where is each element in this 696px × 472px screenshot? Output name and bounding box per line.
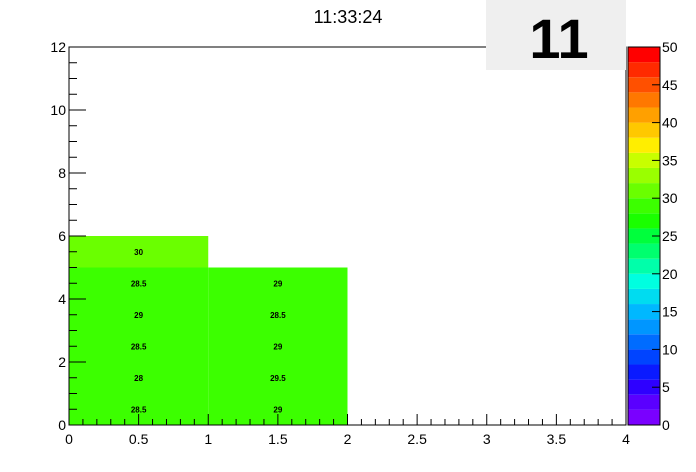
colorbar-tick-label: 45 (662, 77, 678, 93)
cell-value-label: 29.5 (270, 374, 286, 383)
cell-value-label: 30 (134, 248, 143, 257)
x-tick-label: 2.5 (407, 431, 427, 447)
color-scale-bar: 0 5 10 15 20 25 30 35 40 45 50 (627, 39, 678, 433)
badge: 11 (486, 0, 626, 70)
y-tick-label: 8 (58, 165, 66, 181)
colorbar-tick-label: 20 (662, 266, 678, 282)
colorbar-tick-label: 10 (662, 341, 678, 357)
colorbar-swatch (628, 379, 660, 395)
cell-value-label: 28.5 (131, 405, 147, 414)
cell-value-label: 28.5 (131, 279, 147, 288)
colorbar-swatch (628, 122, 660, 138)
colorbar-swatch (628, 183, 660, 199)
y-tick-label: 0 (58, 417, 66, 433)
x-tick-label: 3.5 (547, 431, 567, 447)
colorbar-tick-label: 35 (662, 152, 678, 168)
y-tick-label: 6 (58, 228, 66, 244)
badge-background (486, 0, 626, 70)
colorbar-swatch (628, 77, 660, 93)
colorbar-swatch (628, 213, 660, 229)
cell-value-label: 29 (273, 279, 282, 288)
colorbar-swatch (628, 334, 660, 350)
colorbar-swatch (628, 137, 660, 153)
colorbar-swatch (628, 288, 660, 305)
colorbar-tick-label: 0 (662, 417, 670, 433)
colorbar-swatch (628, 258, 660, 274)
cell-value-label: 28.5 (131, 342, 147, 351)
heatmap-cell (69, 236, 209, 268)
y-tick-label: 2 (58, 354, 66, 370)
colorbar-tick-label: 50 (662, 39, 678, 55)
colorbar-swatch (628, 409, 660, 425)
badge-number: 11 (529, 7, 588, 70)
cell-value-label: 28.5 (270, 311, 286, 320)
colorbar-tick-label: 5 (662, 379, 670, 395)
colorbar-swatch (628, 62, 660, 78)
x-tick-label: 0 (65, 431, 73, 447)
colorbar-swatch (628, 394, 660, 410)
x-tick-label: 3 (483, 431, 491, 447)
colorbar-tick-label: 25 (662, 228, 678, 244)
chart-title: 11:33:24 (314, 7, 383, 27)
heatmap-cell (208, 299, 348, 331)
x-tick-label: 4 (622, 431, 630, 447)
x-tick-label: 1 (204, 431, 212, 447)
colorbar-swatch (628, 107, 660, 123)
colorbar-swatch (628, 304, 660, 320)
heatmap-cell (208, 362, 348, 394)
colorbar-swatch (628, 228, 660, 244)
colorbar-tick-label: 30 (662, 190, 678, 206)
x-tick-label: 0.5 (129, 431, 149, 447)
colorbar-swatch (628, 349, 660, 365)
heatmap-cell (69, 362, 209, 394)
colorbar-swatch (628, 92, 660, 108)
cell-value-label: 29 (273, 405, 282, 414)
cell-value-label: 29 (273, 342, 282, 351)
cell-value-label: 29 (134, 311, 143, 320)
colorbar-tick-label: 40 (662, 115, 678, 131)
colorbar-swatch (628, 167, 660, 184)
x-tick-label: 2 (344, 431, 352, 447)
heatmap-cells: 28.5 29 28 29.5 28.5 29 29 28.5 28.5 29 30 (69, 236, 348, 425)
y-tick-label: 12 (50, 39, 66, 55)
colorbar-swatch (628, 47, 660, 63)
heatmap-cell (69, 267, 209, 299)
heatmap-cell (208, 330, 348, 362)
y-tick-label: 4 (58, 291, 66, 307)
y-tick-label: 10 (50, 102, 66, 118)
colorbar-swatch (628, 243, 660, 259)
heatmap-cell (69, 299, 209, 331)
heatmap-cell (69, 330, 209, 362)
colorbar-swatch (628, 364, 660, 380)
colorbar-swatch (628, 198, 660, 214)
cell-value-label: 28 (134, 374, 143, 383)
heatmap-cell (208, 267, 348, 299)
colorbar-swatch (628, 319, 660, 335)
colorbar-swatch (628, 152, 660, 168)
axes: 0 0.5 1 1.5 2 2.5 3 3.5 4 0 2 4 6 8 10 12 (50, 39, 630, 447)
x-tick-label: 1.5 (268, 431, 288, 447)
colorbar-swatch (628, 273, 660, 289)
colorbar-tick-label: 15 (662, 304, 678, 320)
